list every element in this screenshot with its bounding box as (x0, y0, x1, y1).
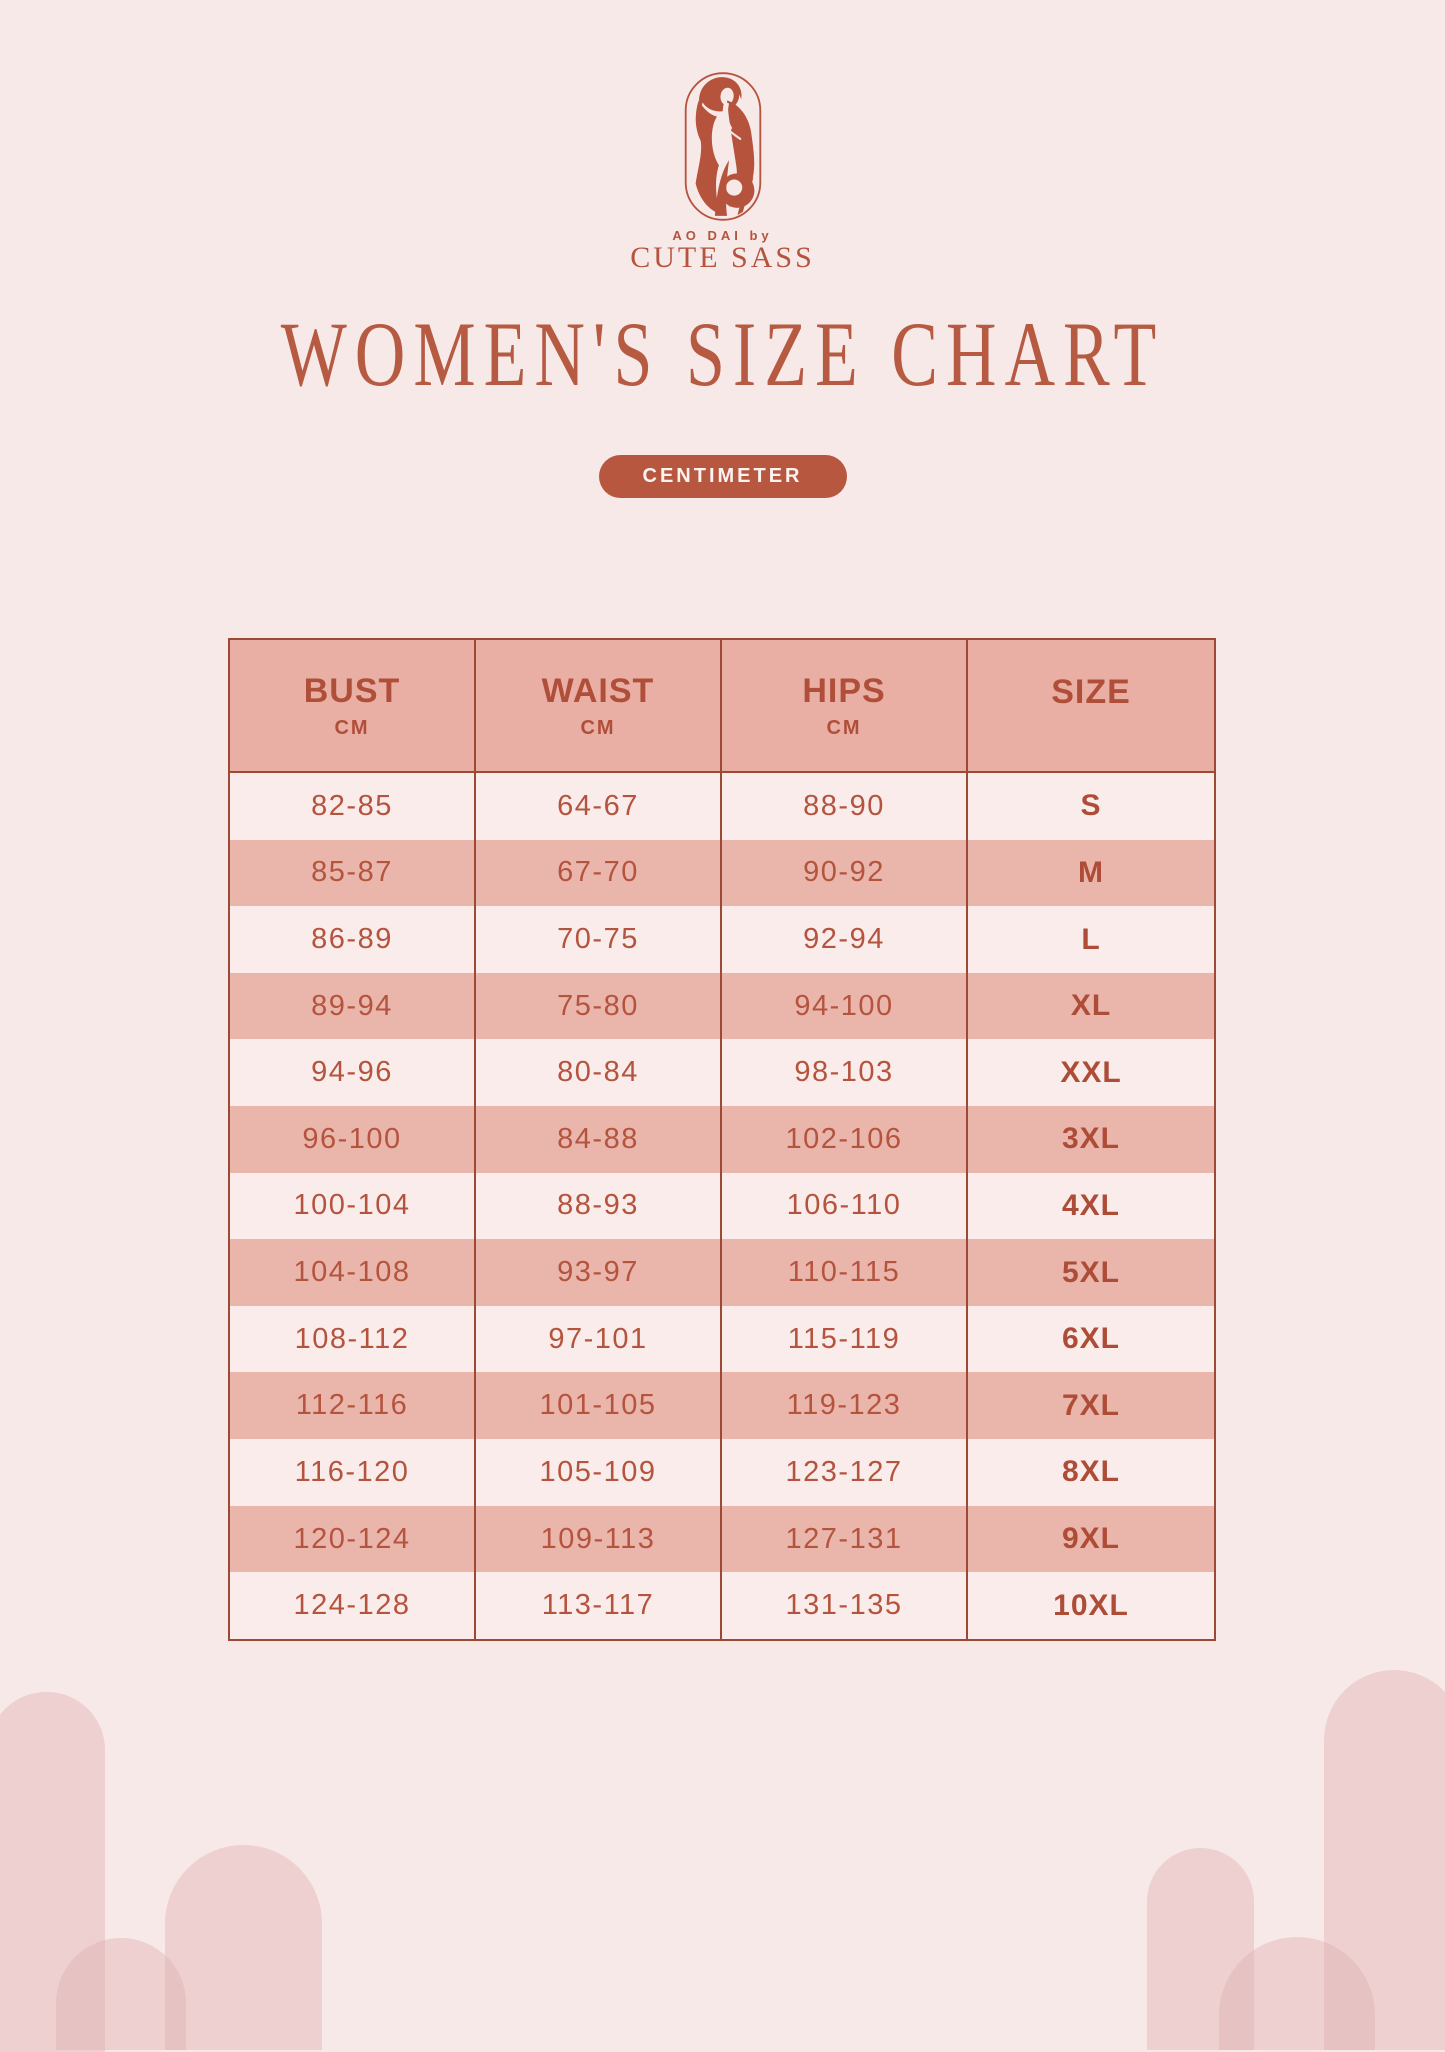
arch-decoration-left-large (0, 1692, 105, 2052)
hips-cell: 106-110 (722, 1172, 968, 1240)
column-label: WAIST (541, 671, 655, 710)
size-cell: 3XL (1061, 1122, 1121, 1156)
table-row: 112-116 101-105 119-123 7XL (230, 1372, 1214, 1440)
brand-subtitle: AO DAI by (672, 228, 773, 243)
hips-cell: 131-135 (722, 1572, 968, 1639)
waist-cell: 84-88 (476, 1106, 722, 1173)
header-cell-hips: HIPS CM (722, 640, 968, 771)
table-row: 89-94 75-80 94-100 XL (230, 972, 1214, 1040)
size-table-header: BUST CM WAIST CM HIPS CM SIZE (230, 640, 1214, 773)
hips-cell: 119-123 (722, 1372, 968, 1440)
size-cell: 9XL (1061, 1522, 1121, 1555)
size-cell: XXL (1060, 1055, 1122, 1089)
size-cell: 4XL (1061, 1188, 1121, 1222)
column-label: SIZE (1051, 673, 1131, 711)
table-row: 120-124 109-113 127-131 9XL (230, 1505, 1214, 1573)
table-row: 104-108 93-97 110-115 5XL (230, 1239, 1214, 1306)
waist-cell: 67-70 (476, 839, 722, 907)
waist-cell: 97-101 (476, 1305, 722, 1373)
size-cell: XL (1070, 989, 1112, 1023)
table-row: 85-87 67-70 90-92 M (230, 839, 1214, 907)
bust-cell: 94-96 (230, 1039, 476, 1107)
hips-cell: 90-92 (722, 839, 968, 907)
bust-cell: 86-89 (230, 906, 476, 973)
size-cell: 6XL (1061, 1322, 1121, 1356)
waist-cell: 113-117 (476, 1572, 722, 1639)
waist-cell: 70-75 (476, 906, 722, 973)
arch-decoration-right-medium (1147, 1848, 1254, 2050)
size-table: BUST CM WAIST CM HIPS CM SIZE 82-85 64-6… (228, 638, 1216, 1641)
hips-cell: 94-100 (722, 972, 968, 1040)
waist-cell: 109-113 (476, 1505, 722, 1573)
bust-cell: 120-124 (230, 1505, 476, 1573)
arch-decoration-left-medium (165, 1845, 322, 2050)
header-cell-waist: WAIST CM (476, 640, 722, 771)
size-cell: L (1081, 922, 1101, 956)
size-cell: S (1080, 789, 1102, 823)
column-label: HIPS (802, 671, 886, 710)
bust-cell: 108-112 (230, 1305, 476, 1373)
hips-cell: 110-115 (722, 1239, 968, 1306)
column-unit: CM (580, 716, 616, 739)
size-cell: 8XL (1061, 1455, 1121, 1489)
waist-cell: 105-109 (476, 1439, 722, 1506)
waist-cell: 80-84 (476, 1039, 722, 1107)
size-cell: 5XL (1061, 1255, 1121, 1289)
hips-cell: 102-106 (722, 1106, 968, 1173)
waist-cell: 88-93 (476, 1172, 722, 1240)
column-label: BUST (303, 671, 401, 710)
size-cell: 7XL (1061, 1388, 1121, 1422)
page-title: WOMEN'S SIZE CHART (280, 304, 1165, 406)
header-cell-bust: BUST CM (230, 640, 476, 771)
size-cell: 10XL (1053, 1588, 1129, 1622)
arch-decoration-left-small (56, 1938, 186, 2050)
bust-cell: 96-100 (230, 1106, 476, 1173)
size-cell: M (1078, 855, 1104, 889)
bust-cell: 116-120 (230, 1439, 476, 1506)
hips-cell: 88-90 (722, 773, 968, 840)
table-row: 86-89 70-75 92-94 L (230, 906, 1214, 973)
table-row: 124-128 113-117 131-135 10XL (230, 1572, 1214, 1639)
woman-in-ao-dai-icon (684, 72, 762, 221)
table-row: 108-112 97-101 115-119 6XL (230, 1305, 1214, 1373)
bust-cell: 85-87 (230, 839, 476, 907)
column-unit: CM (826, 716, 862, 739)
hips-cell: 98-103 (722, 1039, 968, 1107)
table-row: 116-120 105-109 123-127 8XL (230, 1439, 1214, 1506)
bust-cell: 89-94 (230, 972, 476, 1040)
column-unit: CM (334, 716, 370, 739)
bust-cell: 82-85 (230, 773, 476, 840)
waist-cell: 64-67 (476, 773, 722, 840)
table-row: 94-96 80-84 98-103 XXL (230, 1039, 1214, 1107)
table-row: 96-100 84-88 102-106 3XL (230, 1106, 1214, 1173)
bust-cell: 112-116 (230, 1372, 476, 1440)
brand-name: CUTE SASS (630, 241, 815, 274)
table-row: 100-104 88-93 106-110 4XL (230, 1172, 1214, 1240)
hips-cell: 115-119 (722, 1305, 968, 1373)
waist-cell: 75-80 (476, 972, 722, 1040)
header-cell-size: SIZE (968, 640, 1214, 771)
waist-cell: 101-105 (476, 1372, 722, 1440)
hips-cell: 123-127 (722, 1439, 968, 1506)
waist-cell: 93-97 (476, 1239, 722, 1306)
hips-cell: 127-131 (722, 1505, 968, 1573)
bust-cell: 124-128 (230, 1572, 476, 1639)
hips-cell: 92-94 (722, 906, 968, 973)
bust-cell: 100-104 (230, 1172, 476, 1240)
table-row: 82-85 64-67 88-90 S (230, 773, 1214, 840)
bust-cell: 104-108 (230, 1239, 476, 1306)
size-table-body: 82-85 64-67 88-90 S 85-87 67-70 90-92 M … (230, 773, 1214, 1639)
arch-decoration-right-large (1324, 1670, 1445, 2050)
unit-badge: CENTIMETER (598, 455, 847, 498)
